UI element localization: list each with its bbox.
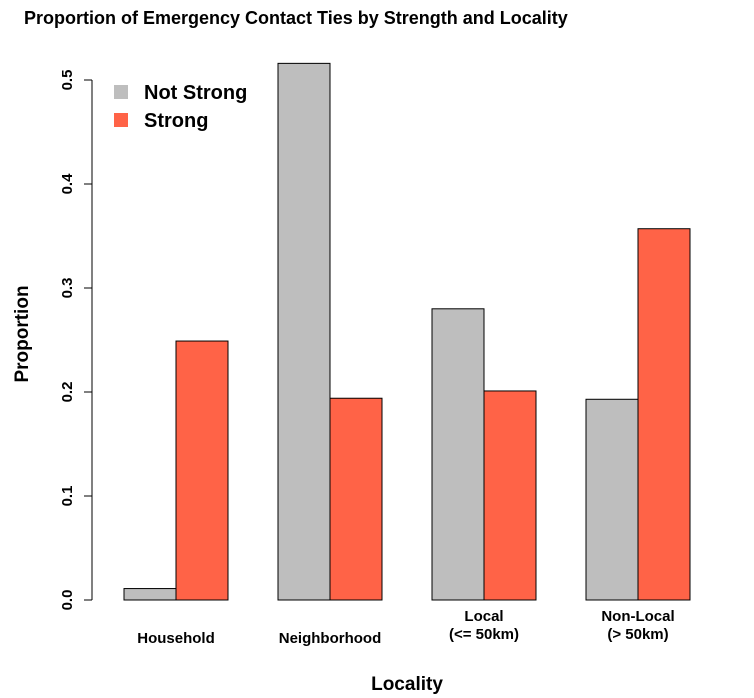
legend-label: Not Strong	[144, 82, 247, 104]
y-tick-label: 0.3	[59, 278, 76, 299]
x-axis-title: Locality	[371, 674, 443, 695]
bar-strong	[637, 228, 691, 601]
bar-strong	[175, 340, 229, 601]
bar-not-strong	[431, 308, 485, 601]
y-tick-label: 0.5	[59, 70, 76, 91]
legend: Not Strong Strong	[114, 82, 247, 132]
chart-title: Proportion of Emergency Contact Ties by …	[24, 8, 568, 28]
bar-not-strong	[123, 588, 177, 601]
y-tick-label: 0.2	[59, 382, 76, 403]
y-tick-label: 0.1	[59, 486, 76, 507]
bar-not-strong	[585, 398, 639, 601]
x-tick-label: (<= 50km)	[449, 626, 519, 643]
legend-label: Strong	[144, 110, 208, 132]
bars-group	[123, 62, 691, 601]
bar-strong	[483, 390, 537, 601]
x-tick-label: Neighborhood	[279, 630, 381, 647]
x-tick-label: (> 50km)	[607, 626, 668, 643]
legend-swatch	[114, 113, 128, 127]
y-axis-title: Proportion	[12, 285, 33, 382]
x-tick-label: Local	[464, 608, 503, 625]
y-tick-label: 0.0	[59, 590, 76, 611]
x-tick-label: Non-Local	[601, 608, 674, 625]
legend-swatch	[114, 85, 128, 99]
x-tick-labels: Household Neighborhood Local(<= 50km) Non-L…	[137, 608, 674, 647]
x-tick-label: Household	[137, 630, 215, 647]
bar-not-strong	[277, 62, 331, 601]
y-axis: 0.0 0.1 0.2 0.3 0.4 0.5	[59, 70, 93, 611]
y-tick-label: 0.4	[59, 173, 76, 195]
bar-strong	[329, 397, 383, 601]
